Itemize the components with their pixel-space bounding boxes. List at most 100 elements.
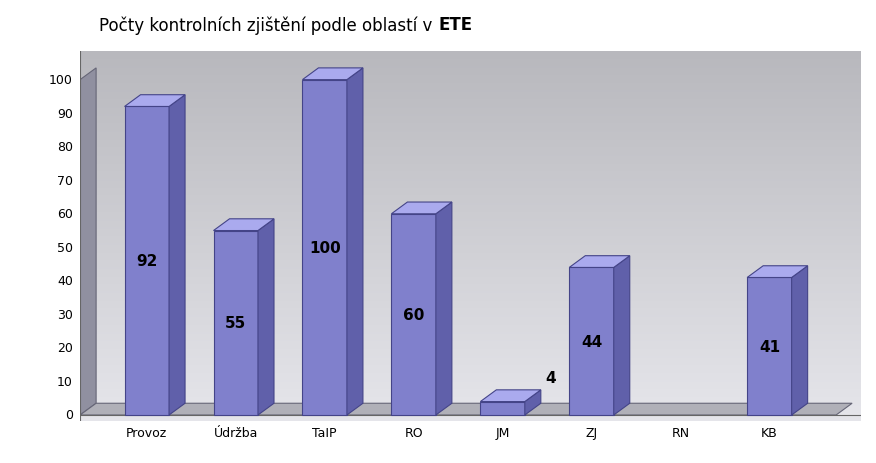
Bar [80, 56, 861, 57]
Bar [80, 342, 861, 344]
Bar [80, 170, 861, 172]
Bar [80, 183, 861, 185]
Bar [80, 185, 861, 187]
Bar [80, 120, 861, 122]
Bar [80, 312, 861, 314]
Bar [80, 351, 861, 353]
Bar [80, 384, 861, 386]
Bar [80, 329, 861, 331]
Bar [80, 61, 861, 63]
Bar [80, 395, 861, 397]
Bar [80, 308, 861, 310]
Bar [80, 187, 861, 188]
Bar [80, 319, 861, 321]
Bar [80, 205, 861, 207]
Bar [80, 74, 861, 76]
Bar [80, 375, 861, 377]
Bar [80, 371, 861, 373]
Bar [80, 266, 861, 268]
Bar [80, 83, 861, 85]
Bar [80, 70, 861, 72]
Bar [80, 295, 861, 297]
Bar [80, 203, 861, 205]
Bar [80, 381, 861, 382]
Text: 41: 41 [759, 339, 780, 354]
Bar [80, 290, 861, 292]
Bar [80, 177, 861, 179]
Bar [80, 250, 861, 251]
Bar [80, 240, 861, 242]
Polygon shape [258, 219, 274, 415]
Bar [80, 190, 861, 192]
Bar [80, 404, 861, 406]
Bar [80, 209, 861, 211]
Text: ETE: ETE [438, 16, 472, 34]
Polygon shape [436, 203, 452, 415]
Bar [80, 417, 861, 419]
Bar [80, 200, 861, 201]
Bar [80, 81, 861, 83]
Bar [80, 349, 861, 351]
Text: 4: 4 [545, 370, 556, 385]
Bar [80, 137, 861, 139]
Bar [80, 238, 861, 240]
Bar [80, 168, 861, 170]
Bar [480, 402, 525, 415]
Polygon shape [792, 266, 808, 415]
Bar [80, 227, 861, 229]
Bar [80, 303, 861, 305]
Bar [80, 131, 861, 133]
Text: 90: 90 [57, 107, 73, 120]
Bar [80, 253, 861, 255]
Text: Počty kontrolních zjištění podle oblastí v: Počty kontrolních zjištění podle oblastí… [99, 16, 438, 35]
Bar [80, 389, 861, 391]
Bar [80, 336, 861, 338]
Bar [80, 163, 861, 164]
Bar [80, 130, 861, 131]
Bar [80, 237, 861, 238]
Bar [747, 278, 792, 415]
Bar [80, 345, 861, 347]
Bar [80, 117, 861, 119]
Bar [80, 155, 861, 157]
Bar [80, 282, 861, 284]
Bar [80, 321, 861, 323]
Bar [80, 275, 861, 277]
Bar [80, 188, 861, 190]
Bar [80, 338, 861, 340]
Bar [80, 150, 861, 151]
Bar [80, 94, 861, 96]
Bar [80, 301, 861, 303]
Bar [80, 344, 861, 345]
Bar [80, 373, 861, 375]
Polygon shape [614, 256, 630, 415]
Bar [80, 175, 861, 177]
Bar [80, 231, 861, 233]
Bar [302, 81, 347, 415]
Bar [80, 196, 861, 198]
Bar [80, 216, 861, 218]
Bar [80, 157, 861, 159]
Bar [80, 257, 861, 259]
Bar [80, 59, 861, 61]
Polygon shape [480, 390, 540, 402]
Text: 30: 30 [57, 308, 73, 321]
Bar [80, 246, 861, 248]
Bar [80, 213, 861, 214]
Bar [80, 225, 861, 227]
Text: 10: 10 [57, 375, 73, 388]
Bar [80, 399, 861, 400]
Bar [80, 109, 861, 111]
Bar [80, 242, 861, 244]
Bar [80, 93, 861, 94]
Bar [80, 166, 861, 168]
Bar [80, 362, 861, 364]
Bar [80, 288, 861, 290]
Bar [80, 305, 861, 307]
Bar [80, 281, 861, 282]
Bar [80, 151, 861, 153]
Bar [80, 67, 861, 69]
Bar [80, 406, 861, 408]
Bar [80, 358, 861, 360]
Bar [80, 89, 861, 91]
